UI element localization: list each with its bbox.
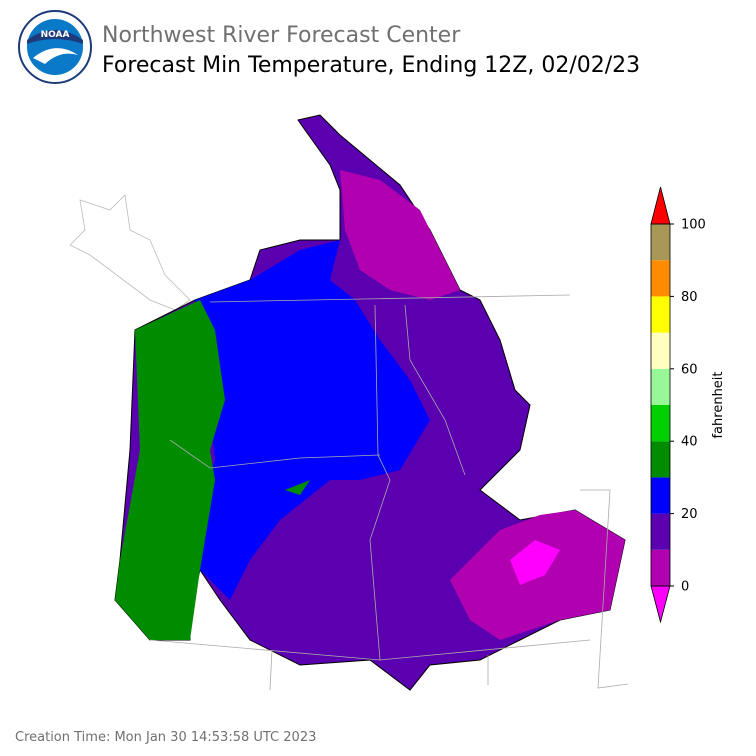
- border: [149, 639, 591, 661]
- region-30-40: [115, 300, 225, 640]
- region-30-40: [285, 480, 310, 495]
- colorbar-band: [651, 296, 670, 333]
- border: [580, 489, 629, 689]
- border: [269, 649, 273, 691]
- tick-label: 100: [681, 218, 706, 233]
- colorbar-band: [651, 332, 670, 369]
- logo-disc: [27, 19, 83, 75]
- colorbar-band: [651, 441, 670, 478]
- tick-label: 20: [681, 507, 698, 522]
- colorbar-band: [651, 368, 670, 405]
- logo-bird: [33, 48, 78, 64]
- map: [69, 114, 629, 691]
- colorbar-band: [651, 549, 670, 586]
- border: [369, 304, 391, 661]
- footer: Creation Time: Mon Jan 30 14:53:58 UTC 2…: [15, 730, 316, 745]
- tick-label: 80: [681, 290, 698, 305]
- colorbar: 0 20 40 60 80 100: [650, 186, 706, 624]
- colorbar-over: [650, 186, 671, 225]
- logo-text: NOAA: [41, 30, 70, 40]
- coastline: [69, 194, 191, 311]
- colorbar-label: fahrenheit: [711, 371, 726, 438]
- border: [404, 304, 466, 476]
- subtitle: Forecast Min Temperature, Ending 12Z, 02…: [102, 53, 640, 78]
- region-0-10: [340, 170, 460, 300]
- tick-label: 0: [681, 580, 689, 595]
- title: Northwest River Forecast Center: [102, 23, 461, 48]
- colorbar-under: [650, 585, 671, 624]
- logo: NOAA: [18, 10, 92, 84]
- tick-label: 40: [681, 435, 698, 450]
- region-below-0: [510, 540, 560, 585]
- borders: [149, 294, 629, 691]
- colorbar-band: [651, 260, 670, 297]
- tick-label: 60: [681, 362, 698, 377]
- border: [209, 294, 571, 303]
- logo-band: [27, 30, 83, 44]
- colorbar-band: [651, 224, 670, 261]
- colorbar-band: [651, 477, 670, 514]
- colorbar-band: [651, 513, 670, 550]
- colorbar-band: [651, 405, 670, 442]
- colorbar-frame: [650, 223, 671, 587]
- border: [169, 439, 381, 469]
- region-20-30: [195, 240, 430, 600]
